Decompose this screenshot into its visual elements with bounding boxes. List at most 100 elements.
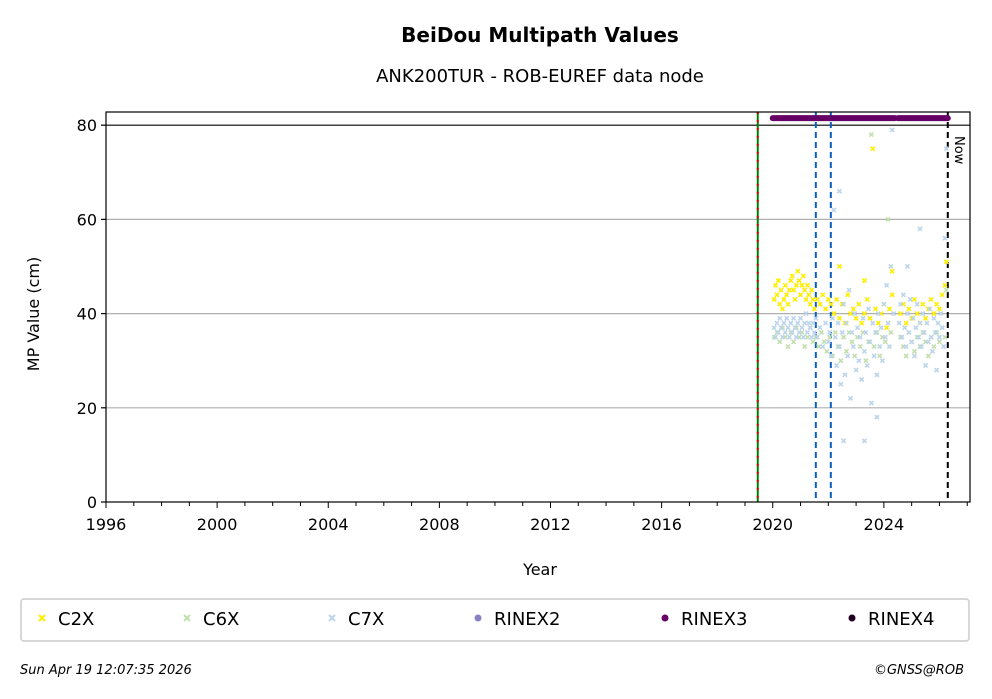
point-marker — [885, 320, 891, 326]
x-tick-label: 2012 — [530, 515, 571, 534]
point-C6X — [791, 339, 797, 345]
point-C6X — [852, 353, 858, 359]
point-marker — [771, 325, 777, 331]
point-marker — [781, 296, 787, 303]
point-C2X — [807, 301, 813, 307]
point-C7X — [786, 334, 792, 340]
point-C7X — [809, 334, 815, 340]
point-C2X — [875, 320, 881, 326]
point-marker — [778, 287, 784, 293]
point-C7X — [904, 263, 911, 270]
point-C7X — [785, 325, 791, 331]
point-C7X — [885, 320, 891, 326]
point-marker — [868, 400, 874, 406]
point-C6X — [874, 329, 880, 336]
point-C7X — [916, 334, 922, 340]
point-marker — [829, 353, 836, 359]
point-C2X — [775, 278, 781, 284]
point-marker — [943, 259, 949, 265]
point-marker — [875, 320, 881, 326]
point-marker — [821, 339, 827, 345]
point-marker — [778, 325, 784, 331]
point-C7X — [932, 329, 938, 336]
point-marker — [854, 325, 861, 331]
point-marker — [799, 282, 805, 288]
point-C6X — [871, 343, 877, 350]
point-C7X — [800, 334, 806, 340]
point-marker — [918, 343, 924, 350]
point-C7X — [797, 315, 804, 321]
point-C7X — [877, 343, 883, 350]
y-tick-label: 80 — [77, 116, 97, 135]
point-marker — [828, 301, 834, 307]
point-C6X — [885, 216, 891, 222]
point-C2X — [909, 315, 915, 321]
point-marker — [771, 334, 777, 340]
point-marker — [834, 362, 840, 368]
point-marker — [934, 329, 940, 336]
point-C6X — [816, 343, 822, 350]
point-marker — [841, 301, 847, 307]
point-C7X — [828, 353, 834, 359]
point-C7X — [827, 329, 833, 336]
point-C7X — [879, 358, 886, 364]
point-C7X — [796, 329, 802, 336]
point-marker — [939, 292, 945, 298]
point-C7X — [934, 367, 940, 373]
point-marker — [902, 325, 908, 331]
point-C6X — [903, 353, 909, 359]
point-marker — [904, 263, 911, 270]
point-C7X — [803, 311, 809, 317]
point-marker — [889, 268, 895, 274]
point-marker — [911, 296, 918, 303]
point-C7X — [920, 311, 926, 317]
point-C2X — [793, 282, 799, 288]
legend-x-marker — [183, 614, 191, 622]
point-marker — [889, 292, 895, 298]
point-C7X — [878, 325, 884, 331]
point-marker — [802, 343, 808, 350]
point-C2X — [903, 320, 909, 326]
x-axis-label: Year — [522, 560, 557, 579]
point-marker — [872, 306, 879, 312]
point-marker — [788, 329, 794, 336]
point-marker — [914, 311, 920, 317]
point-marker — [829, 315, 836, 321]
point-marker — [882, 339, 888, 345]
point-marker — [861, 438, 867, 444]
point-marker — [797, 292, 804, 298]
point-marker — [850, 343, 856, 350]
point-C2X — [939, 292, 945, 298]
point-C7X — [852, 311, 858, 317]
point-marker — [779, 334, 786, 340]
point-C7X — [835, 320, 841, 326]
point-marker — [927, 306, 933, 312]
point-C7X — [938, 311, 944, 317]
point-C2X — [847, 311, 854, 317]
point-marker — [772, 334, 779, 340]
point-C7X — [832, 334, 838, 340]
timestamp: Sun Apr 19 12:07:35 2026 — [20, 663, 192, 678]
point-C7X — [854, 325, 861, 331]
point-marker — [786, 287, 792, 293]
point-marker — [886, 343, 892, 350]
point-marker — [866, 306, 872, 312]
point-marker — [922, 362, 929, 368]
point-C7X — [902, 325, 908, 331]
point-C2X — [800, 273, 806, 279]
point-C7X — [836, 188, 842, 194]
point-marker — [909, 339, 915, 345]
point-marker — [836, 343, 842, 350]
point-C7X — [789, 329, 795, 336]
point-C7X — [782, 329, 788, 336]
point-C7X — [836, 343, 842, 350]
point-marker — [938, 311, 944, 317]
point-marker — [793, 282, 799, 288]
point-marker — [943, 146, 949, 152]
point-marker — [772, 282, 779, 288]
point-marker — [792, 325, 798, 331]
point-C2X — [884, 325, 890, 331]
point-marker — [878, 325, 884, 331]
point-marker — [779, 306, 786, 312]
point-marker — [909, 315, 915, 321]
